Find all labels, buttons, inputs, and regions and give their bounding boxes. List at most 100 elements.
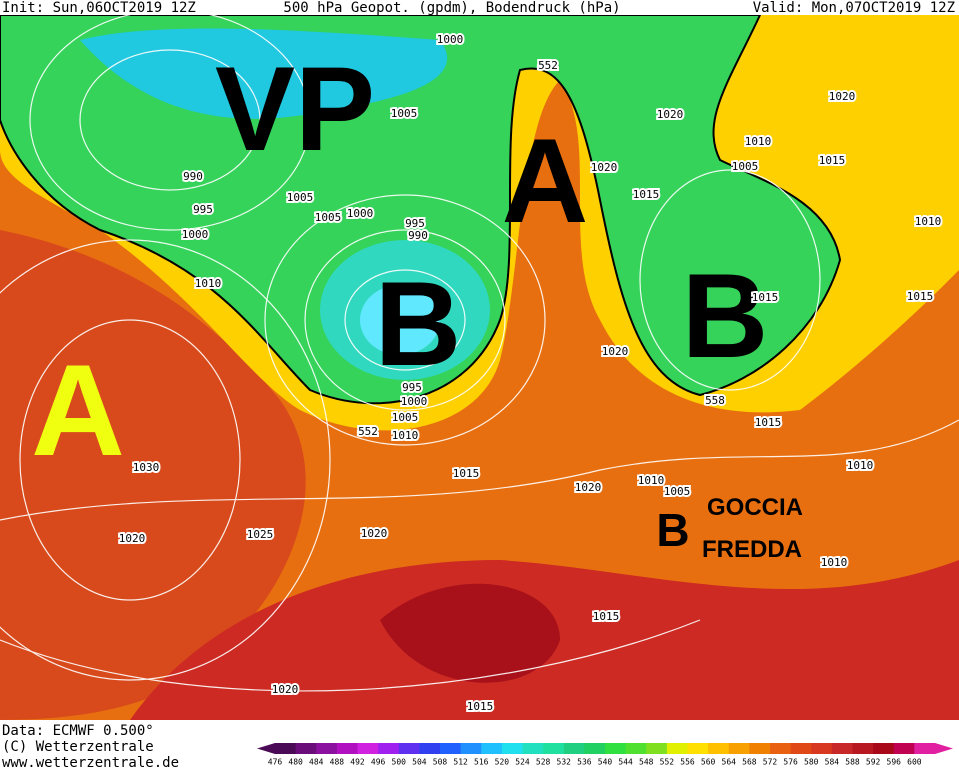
scale-label: 592 <box>866 758 881 767</box>
scale-swatch <box>336 743 358 754</box>
scale-swatch <box>501 743 523 754</box>
isobar-label: 1010 <box>392 429 419 442</box>
region-label: B <box>656 504 689 556</box>
scale-swatch <box>460 743 482 754</box>
isobar-label: 1020 <box>602 345 629 358</box>
warm-region <box>0 230 306 720</box>
hot-core <box>380 583 560 683</box>
scale-label: 568 <box>742 758 757 767</box>
isobar-label: 1010 <box>745 135 772 148</box>
scale-label: 580 <box>804 758 819 767</box>
isobar-label: 552 <box>538 59 558 72</box>
copyright: (C) Wetterzentrale <box>2 739 154 755</box>
scale-label: 492 <box>350 758 365 767</box>
scale-swatch <box>666 743 688 754</box>
isobar-label: 1010 <box>638 474 665 487</box>
region-label: GOCCIA <box>707 494 803 521</box>
scale-label: 496 <box>371 758 386 767</box>
isobar-label: 990 <box>183 170 203 183</box>
isobar-label: 552 <box>358 425 378 438</box>
isobar-label: 1020 <box>591 161 618 174</box>
isobar-label: 1020 <box>361 527 388 540</box>
isobar-label: 995 <box>193 203 213 216</box>
website: www.wetterzentrale.de <box>2 755 179 770</box>
isobar-label: 995 <box>402 381 422 394</box>
scale-swatch <box>605 743 627 754</box>
scale-label: 540 <box>598 758 613 767</box>
isobar-label: 1010 <box>821 556 848 569</box>
isobar-label: 1000 <box>347 207 374 220</box>
scale-swatch <box>811 743 833 754</box>
data-source: Data: ECMWF 0.500° <box>2 723 154 739</box>
scale-label: 532 <box>557 758 572 767</box>
scale-label: 484 <box>309 758 324 767</box>
scale-label: 536 <box>577 758 592 767</box>
scale-swatch <box>357 743 379 754</box>
isobar-label: 1015 <box>819 154 846 167</box>
isobar-label: 1030 <box>133 461 160 474</box>
isobar-label: 1015 <box>593 610 620 623</box>
scale-label: 524 <box>515 758 530 767</box>
isobar-label: 1000 <box>182 228 209 241</box>
scale-swatch <box>893 743 915 754</box>
isobar-label: 1000 <box>437 33 464 46</box>
scale-swatch <box>584 743 606 754</box>
isobar-label: 1000 <box>401 395 428 408</box>
scale-label: 572 <box>763 758 778 767</box>
scale-label: 516 <box>474 758 489 767</box>
scale-label: 504 <box>412 758 427 767</box>
scale-swatch <box>316 743 338 754</box>
scale-swatch <box>852 743 874 754</box>
isobar-labels: 1000 552 1020 1005 1020 1010 990 1005 1015 1020 10… <box>117 31 944 715</box>
scale-swatch <box>749 743 771 754</box>
isobar-label: 1010 <box>915 215 942 228</box>
isobar-label: 1020 <box>657 108 684 121</box>
scale-swatch <box>914 743 936 754</box>
isobar-label: 1025 <box>247 528 274 541</box>
scale-swatch <box>522 743 544 754</box>
cold-core <box>80 28 448 119</box>
scale-swatch <box>440 743 462 754</box>
cold-core <box>360 285 440 355</box>
isobar-label: 558 <box>705 394 725 407</box>
region-label: FREDDA <box>702 536 802 563</box>
region-label: B <box>682 249 769 383</box>
map-title: 500 hPa Geopot. (gpdm), Bodendruck (hPa) <box>283 0 620 16</box>
scale-swatch <box>398 743 420 754</box>
scale-label: 556 <box>680 758 695 767</box>
scale-swatch <box>419 743 441 754</box>
isobar-label: 1020 <box>829 90 856 103</box>
isobar-label: 1015 <box>467 700 494 713</box>
isobar-label: 1005 <box>391 107 418 120</box>
isobar-label: 1005 <box>287 191 314 204</box>
scale-arrow <box>935 743 953 754</box>
isobar-label: 1020 <box>575 481 602 494</box>
isobar-label: 1015 <box>752 291 779 304</box>
init-time: Init: Sun,06OCT2019 12Z <box>2 0 196 16</box>
isobar-label: 1015 <box>907 290 934 303</box>
scale-swatch <box>625 743 647 754</box>
scale-label: 476 <box>268 758 283 767</box>
header-bar <box>0 0 959 15</box>
scale-label: 584 <box>825 758 840 767</box>
scale-label: 488 <box>330 758 345 767</box>
scale-swatch <box>646 743 668 754</box>
scale-swatch <box>708 743 730 754</box>
region-label: B <box>375 257 462 391</box>
isobar-label: 1020 <box>272 683 299 696</box>
scale-swatch <box>563 743 585 754</box>
scale-swatch <box>687 743 709 754</box>
scale-label: 548 <box>639 758 654 767</box>
scale-swatch <box>770 743 792 754</box>
scale-swatch <box>831 743 853 754</box>
scale-swatch <box>790 743 812 754</box>
scale-swatch <box>728 743 750 754</box>
scale-label: 600 <box>907 758 922 767</box>
scale-label: 564 <box>722 758 737 767</box>
scale-label: 596 <box>887 758 902 767</box>
scale-label: 500 <box>392 758 407 767</box>
isobar-label: 1015 <box>755 416 782 429</box>
isobar-label: 1010 <box>847 459 874 472</box>
scale-label: 544 <box>618 758 633 767</box>
